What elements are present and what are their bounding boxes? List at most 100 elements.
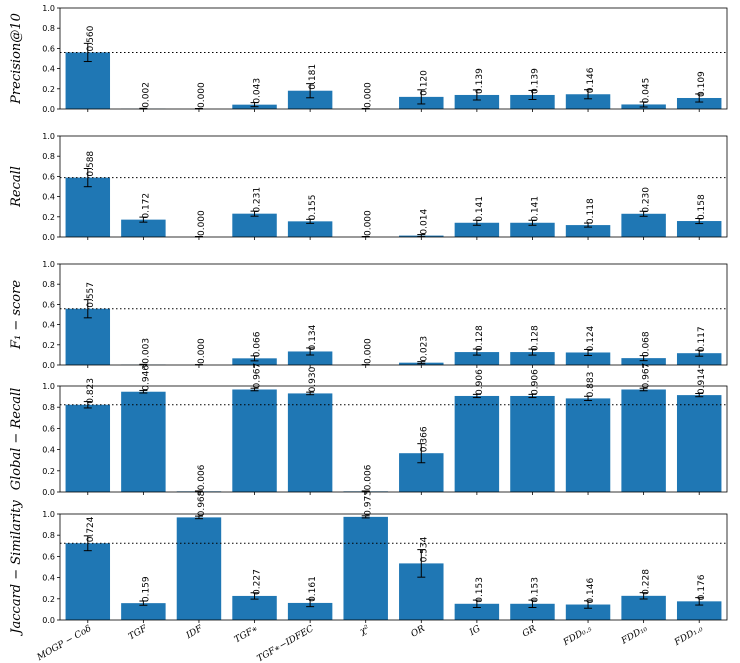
value-label: 0.153 [475,577,485,603]
bar-2-5 [287,221,333,237]
y-tick-label: 0.4 [42,193,55,202]
bar-1-8 [454,94,500,109]
panel-frame [59,263,728,366]
x-tick-label: GR [521,624,538,640]
value-label: 0.946 [141,365,151,391]
y-tick-label: 0.6 [42,552,55,561]
x-tick-label: FDD₁.₀ [672,624,705,649]
y-tick-label: 0.4 [42,321,55,330]
panel-2: 0.588 0.172 0.000 0.231 0.155 0.000 0.014 0.141… [9,132,728,242]
y-tick-label: 1.0 [42,132,55,141]
bar-5-5 [287,602,333,620]
value-label: 0.973 [364,490,374,516]
value-label: 0.967 [642,363,652,389]
value-label: 0.968 [197,490,207,516]
bar-3-11 [621,358,666,365]
bar-5-4 [232,595,277,620]
value-label: 0.146 [586,67,596,93]
value-label: 0.141 [530,196,540,222]
bar-3-12 [676,353,722,365]
bar-4-4 [232,389,277,492]
bar-2-11 [621,213,666,237]
value-label: 0.006 [197,464,207,490]
panel-3: 0.557 0.003 0.000 0.066 0.134 0.000 0.023 0.128… [9,260,728,370]
value-label: 0.118 [586,198,596,224]
value-label: 0.006 [364,464,374,490]
y-tick-label: 1.0 [42,260,55,269]
value-label: 0.366 [419,426,429,452]
bar-2-4 [232,213,277,237]
y-axis-label: Precision@10 [9,13,24,105]
value-label: 0.128 [530,325,540,351]
y-tick-label: 0.2 [42,467,55,476]
panel-5: 0.724 0.159 0.968 0.227 0.161 0.973 0.534 0.153… [9,490,728,637]
value-label: 0.181 [308,64,318,90]
bar-1-5 [287,90,333,109]
value-label: 0.823 [86,378,96,404]
value-label: 0.000 [197,82,207,108]
y-tick-label: 0.4 [42,65,55,74]
value-label: 0.068 [642,331,652,357]
value-label: 0.023 [419,336,429,362]
x-tick-label: FDD₀.₅ [561,624,594,649]
bar-2-1 [65,177,111,237]
y-tick-label: 0.8 [42,403,55,412]
value-label: 0.066 [253,331,263,357]
value-label: 0.128 [475,325,485,351]
bar-2-10 [565,225,611,237]
value-label: 0.228 [642,569,652,595]
x-tick-label: χ² [357,624,371,638]
value-label: 0.014 [419,209,429,235]
y-axis-label: Recall [9,166,24,208]
bar-4-11 [621,389,666,492]
value-label: 0.158 [697,194,707,220]
value-label: 0.000 [197,210,207,236]
x-tick-label: TGF∗ [233,624,260,645]
value-label: 0.560 [86,25,96,51]
bar-5-9 [510,603,555,620]
y-tick-label: 1.0 [42,382,55,391]
value-label: 0.161 [308,576,318,602]
x-tick-label: MOGP − Coδ [35,624,94,663]
value-label: 0.117 [697,326,707,352]
bar-3-10 [565,352,611,365]
bar-5-6 [343,516,388,620]
value-label: 0.139 [530,68,540,94]
value-label: 0.906 [475,369,485,395]
value-label: 0.227 [253,569,263,595]
bar-1-9 [510,94,555,109]
value-label: 0.724 [86,516,96,542]
panel-4: 0.823 0.946 0.006 0.967 0.930 0.006 0.366 0.906… [9,363,728,497]
x-tick-label: TGF [127,624,149,643]
bar-5-12 [676,601,722,620]
bar-4-10 [565,398,611,492]
value-label: 0.930 [308,366,318,392]
bar-5-10 [565,604,611,620]
y-tick-label: 0.6 [42,172,55,181]
x-tick-label: FDD₁₀ [619,624,649,647]
bar-2-8 [454,222,500,237]
bar-1-12 [676,97,722,109]
panel-1: 0.560 0.002 0.000 0.043 0.181 0.000 0.120 0.139… [9,4,728,114]
y-tick-label: 0.6 [42,44,55,53]
y-tick-label: 0.0 [42,361,55,370]
x-tick-label: IDF [184,624,205,642]
panel-frame [59,7,728,110]
bar-5-11 [621,595,666,620]
bar-4-12 [676,395,722,492]
y-tick-label: 0.0 [42,233,55,242]
bar-4-2 [121,391,166,492]
y-axis-label: Global − Recall [9,388,24,491]
y-tick-label: 1.0 [42,4,55,13]
panel-frame [59,135,728,238]
value-label: 0.146 [586,577,596,603]
value-label: 0.159 [141,576,151,602]
bar-5-3 [176,517,222,620]
bar-2-12 [676,221,722,237]
y-tick-label: 0.2 [42,213,55,222]
value-label: 0.172 [141,193,151,219]
value-label: 0.043 [253,78,263,104]
y-tick-label: 0.2 [42,85,55,94]
bar-1-10 [565,94,611,109]
value-label: 0.000 [364,338,374,364]
